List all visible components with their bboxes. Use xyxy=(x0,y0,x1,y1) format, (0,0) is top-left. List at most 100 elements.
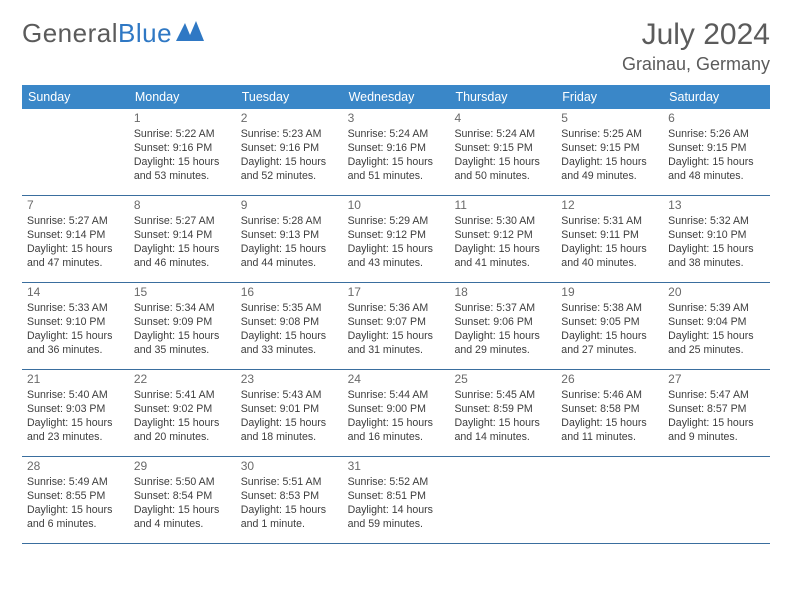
day-cell: 2Sunrise: 5:23 AMSunset: 9:16 PMDaylight… xyxy=(236,109,343,195)
daylight-text: Daylight: 15 hours and 16 minutes. xyxy=(348,417,445,445)
day-number: 16 xyxy=(241,285,338,301)
daylight-text: Daylight: 15 hours and 11 minutes. xyxy=(561,417,658,445)
daylight-text: Daylight: 15 hours and 48 minutes. xyxy=(668,156,765,184)
daylight-text: Daylight: 15 hours and 18 minutes. xyxy=(241,417,338,445)
day-cell: 22Sunrise: 5:41 AMSunset: 9:02 PMDayligh… xyxy=(129,370,236,456)
day-cell: 17Sunrise: 5:36 AMSunset: 9:07 PMDayligh… xyxy=(343,283,450,369)
sunrise-text: Sunrise: 5:38 AM xyxy=(561,302,658,316)
sunset-text: Sunset: 9:14 PM xyxy=(134,229,231,243)
sunrise-text: Sunrise: 5:49 AM xyxy=(27,476,124,490)
sunset-text: Sunset: 9:16 PM xyxy=(134,142,231,156)
daylight-text: Daylight: 15 hours and 49 minutes. xyxy=(561,156,658,184)
day-cell: 30Sunrise: 5:51 AMSunset: 8:53 PMDayligh… xyxy=(236,457,343,543)
day-cell xyxy=(449,457,556,543)
day-number: 12 xyxy=(561,198,658,214)
sunset-text: Sunset: 9:01 PM xyxy=(241,403,338,417)
daylight-text: Daylight: 14 hours and 59 minutes. xyxy=(348,504,445,532)
day-cell xyxy=(663,457,770,543)
sunrise-text: Sunrise: 5:34 AM xyxy=(134,302,231,316)
day-cell: 18Sunrise: 5:37 AMSunset: 9:06 PMDayligh… xyxy=(449,283,556,369)
day-cell: 19Sunrise: 5:38 AMSunset: 9:05 PMDayligh… xyxy=(556,283,663,369)
daylight-text: Daylight: 15 hours and 23 minutes. xyxy=(27,417,124,445)
sunset-text: Sunset: 9:09 PM xyxy=(134,316,231,330)
sunrise-text: Sunrise: 5:52 AM xyxy=(348,476,445,490)
day-number: 20 xyxy=(668,285,765,301)
sunrise-text: Sunrise: 5:23 AM xyxy=(241,128,338,142)
day-number: 18 xyxy=(454,285,551,301)
brand-logo: GeneralBlue xyxy=(22,18,204,49)
day-number: 23 xyxy=(241,372,338,388)
daylight-text: Daylight: 15 hours and 52 minutes. xyxy=(241,156,338,184)
daylight-text: Daylight: 15 hours and 38 minutes. xyxy=(668,243,765,271)
daylight-text: Daylight: 15 hours and 1 minute. xyxy=(241,504,338,532)
sunset-text: Sunset: 9:16 PM xyxy=(348,142,445,156)
day-number: 5 xyxy=(561,111,658,127)
daylight-text: Daylight: 15 hours and 46 minutes. xyxy=(134,243,231,271)
sunrise-text: Sunrise: 5:41 AM xyxy=(134,389,231,403)
sunrise-text: Sunrise: 5:30 AM xyxy=(454,215,551,229)
sunrise-text: Sunrise: 5:27 AM xyxy=(134,215,231,229)
weekday-header: Monday xyxy=(129,85,236,109)
day-cell: 27Sunrise: 5:47 AMSunset: 8:57 PMDayligh… xyxy=(663,370,770,456)
day-number: 22 xyxy=(134,372,231,388)
weekday-header: Thursday xyxy=(449,85,556,109)
day-number: 15 xyxy=(134,285,231,301)
day-number: 9 xyxy=(241,198,338,214)
day-number: 21 xyxy=(27,372,124,388)
sunrise-text: Sunrise: 5:44 AM xyxy=(348,389,445,403)
sunrise-text: Sunrise: 5:40 AM xyxy=(27,389,124,403)
sunset-text: Sunset: 9:06 PM xyxy=(454,316,551,330)
sunrise-text: Sunrise: 5:45 AM xyxy=(454,389,551,403)
daylight-text: Daylight: 15 hours and 31 minutes. xyxy=(348,330,445,358)
weekday-header: Tuesday xyxy=(236,85,343,109)
day-number: 26 xyxy=(561,372,658,388)
sunrise-text: Sunrise: 5:31 AM xyxy=(561,215,658,229)
day-number: 8 xyxy=(134,198,231,214)
day-number: 25 xyxy=(454,372,551,388)
sunset-text: Sunset: 9:04 PM xyxy=(668,316,765,330)
day-cell: 25Sunrise: 5:45 AMSunset: 8:59 PMDayligh… xyxy=(449,370,556,456)
daylight-text: Daylight: 15 hours and 4 minutes. xyxy=(134,504,231,532)
sunrise-text: Sunrise: 5:50 AM xyxy=(134,476,231,490)
sunset-text: Sunset: 9:15 PM xyxy=(561,142,658,156)
sunrise-text: Sunrise: 5:37 AM xyxy=(454,302,551,316)
daylight-text: Daylight: 15 hours and 35 minutes. xyxy=(134,330,231,358)
sunset-text: Sunset: 9:15 PM xyxy=(668,142,765,156)
day-cell: 12Sunrise: 5:31 AMSunset: 9:11 PMDayligh… xyxy=(556,196,663,282)
weeks-container: 1Sunrise: 5:22 AMSunset: 9:16 PMDaylight… xyxy=(22,109,770,544)
day-cell: 7Sunrise: 5:27 AMSunset: 9:14 PMDaylight… xyxy=(22,196,129,282)
daylight-text: Daylight: 15 hours and 51 minutes. xyxy=(348,156,445,184)
weekday-header: Friday xyxy=(556,85,663,109)
day-number: 14 xyxy=(27,285,124,301)
brand-name: GeneralBlue xyxy=(22,18,172,49)
sunset-text: Sunset: 8:53 PM xyxy=(241,490,338,504)
day-number: 31 xyxy=(348,459,445,475)
sunset-text: Sunset: 9:10 PM xyxy=(27,316,124,330)
sunset-text: Sunset: 9:12 PM xyxy=(348,229,445,243)
day-number: 30 xyxy=(241,459,338,475)
sunset-text: Sunset: 9:15 PM xyxy=(454,142,551,156)
day-cell: 15Sunrise: 5:34 AMSunset: 9:09 PMDayligh… xyxy=(129,283,236,369)
daylight-text: Daylight: 15 hours and 40 minutes. xyxy=(561,243,658,271)
day-number: 24 xyxy=(348,372,445,388)
sunrise-text: Sunrise: 5:43 AM xyxy=(241,389,338,403)
sunrise-text: Sunrise: 5:24 AM xyxy=(348,128,445,142)
day-cell: 6Sunrise: 5:26 AMSunset: 9:15 PMDaylight… xyxy=(663,109,770,195)
weekday-header: Saturday xyxy=(663,85,770,109)
day-cell: 24Sunrise: 5:44 AMSunset: 9:00 PMDayligh… xyxy=(343,370,450,456)
week-row: 14Sunrise: 5:33 AMSunset: 9:10 PMDayligh… xyxy=(22,283,770,370)
day-number: 4 xyxy=(454,111,551,127)
week-row: 1Sunrise: 5:22 AMSunset: 9:16 PMDaylight… xyxy=(22,109,770,196)
daylight-text: Daylight: 15 hours and 9 minutes. xyxy=(668,417,765,445)
day-number: 7 xyxy=(27,198,124,214)
day-cell: 14Sunrise: 5:33 AMSunset: 9:10 PMDayligh… xyxy=(22,283,129,369)
day-cell xyxy=(556,457,663,543)
day-number: 2 xyxy=(241,111,338,127)
day-cell: 9Sunrise: 5:28 AMSunset: 9:13 PMDaylight… xyxy=(236,196,343,282)
day-cell: 1Sunrise: 5:22 AMSunset: 9:16 PMDaylight… xyxy=(129,109,236,195)
sunset-text: Sunset: 9:05 PM xyxy=(561,316,658,330)
sunset-text: Sunset: 9:14 PM xyxy=(27,229,124,243)
sunset-text: Sunset: 8:55 PM xyxy=(27,490,124,504)
sunset-text: Sunset: 9:00 PM xyxy=(348,403,445,417)
sunset-text: Sunset: 8:57 PM xyxy=(668,403,765,417)
